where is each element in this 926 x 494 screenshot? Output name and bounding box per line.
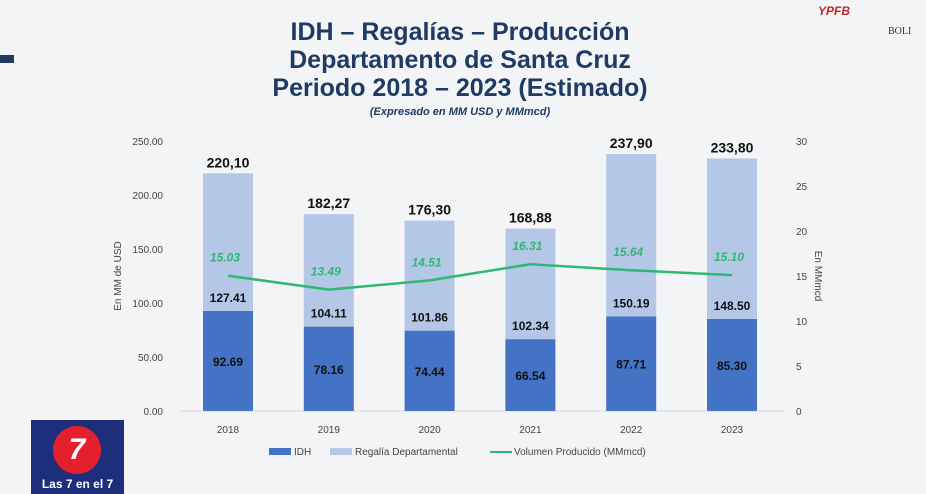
- label-total: 176,30: [408, 202, 451, 218]
- legend-volumen: Volumen Producido (MMmcd): [514, 447, 646, 458]
- bar-regalia: [505, 228, 556, 340]
- y-tick-label: 150.00: [132, 245, 163, 256]
- label-idh: 74.44: [415, 365, 445, 379]
- bar-regalia: [404, 220, 455, 331]
- y-tick-label: 200.00: [132, 191, 163, 202]
- legend-regalia: Regalía Departamental: [355, 447, 458, 458]
- title-line-3: Periodo 2018 – 2023 (Estimado): [272, 74, 648, 102]
- label-idh: 66.54: [515, 369, 545, 383]
- y2-tick-label: 25: [796, 182, 808, 193]
- label-total: 220,10: [207, 154, 250, 170]
- label-regalia: 102.34: [512, 319, 549, 333]
- x-tick-label: 2020: [418, 425, 441, 436]
- bar-idh: [203, 310, 253, 411]
- y-tick-label: 0.00: [144, 407, 164, 418]
- y-tick-label: 100.00: [132, 299, 163, 310]
- tv-logo: 7 Las 7 en el 7: [31, 420, 124, 494]
- bar-idh: [404, 330, 455, 411]
- y2-tick-label: 0: [796, 407, 802, 418]
- tv-logo-mark: 7: [53, 426, 101, 474]
- label-idh: 78.16: [314, 363, 344, 377]
- y2-tick-label: 10: [796, 317, 808, 328]
- x-tick-label: 2018: [217, 425, 240, 436]
- bar-regalia: [303, 214, 354, 327]
- legend-idh: IDH: [294, 447, 311, 458]
- y-tick-label: 50.00: [138, 353, 163, 364]
- label-regalia: 150.19: [613, 296, 650, 310]
- x-tick-label: 2019: [318, 425, 341, 436]
- line-volumen: [227, 262, 733, 291]
- label-idh: 85.30: [717, 359, 747, 373]
- bar-idh: [303, 326, 354, 411]
- label-volumen: 13.49: [311, 265, 341, 279]
- title-line-1: IDH – Regalías – Producción: [290, 18, 630, 46]
- legend-swatch-regalia: [330, 448, 352, 455]
- label-total: 182,27: [307, 195, 350, 211]
- label-idh: 92.69: [213, 355, 243, 369]
- label-regalia: 148.50: [714, 299, 751, 313]
- title-line-2: Departamento de Santa Cruz: [289, 46, 631, 74]
- y-tick-label: 250.00: [132, 137, 163, 148]
- label-volumen: 14.51: [412, 255, 442, 269]
- x-tick-label: 2022: [620, 425, 643, 436]
- bar-regalia: [707, 158, 757, 319]
- label-total: 233,80: [711, 139, 754, 155]
- bolivia-logo: BOLI: [888, 26, 912, 37]
- tv-logo-text: Las 7 en el 7: [41, 477, 114, 491]
- label-regalia: 104.11: [311, 307, 347, 321]
- label-volumen: 16.31: [512, 239, 542, 253]
- y-axis-label: En MM de USD: [113, 241, 124, 310]
- x-tick-label: 2021: [519, 425, 542, 436]
- label-regalia: 127.41: [210, 291, 247, 305]
- decor-bar: [0, 55, 14, 63]
- chart-title: IDH – Regalías – Producción Departamento…: [200, 18, 720, 102]
- label-volumen: 15.10: [714, 250, 744, 264]
- label-volumen: 15.03: [210, 251, 240, 265]
- bar-idh: [606, 316, 657, 411]
- label-total: 168,88: [509, 210, 552, 226]
- y2-axis-label: En MMmcd: [812, 251, 823, 302]
- bar-regalia: [203, 173, 253, 311]
- y2-tick-label: 5: [796, 362, 802, 373]
- y2-tick-label: 30: [796, 137, 808, 148]
- label-regalia: 101.86: [411, 311, 448, 325]
- y2-tick-label: 15: [796, 272, 808, 283]
- label-volumen: 15.64: [613, 245, 643, 259]
- bar-idh: [707, 318, 757, 411]
- label-total: 237,90: [610, 135, 653, 151]
- label-idh: 87.71: [616, 358, 646, 372]
- legend-swatch-idh: [269, 448, 291, 455]
- chart-subtitle: (Expresado en MM USD y MMmcd): [369, 106, 551, 118]
- ypfb-logo: YPFB: [818, 4, 851, 18]
- bar-regalia: [606, 154, 657, 317]
- bar-idh: [505, 339, 556, 411]
- y2-tick-label: 20: [796, 227, 808, 238]
- x-tick-label: 2023: [721, 425, 744, 436]
